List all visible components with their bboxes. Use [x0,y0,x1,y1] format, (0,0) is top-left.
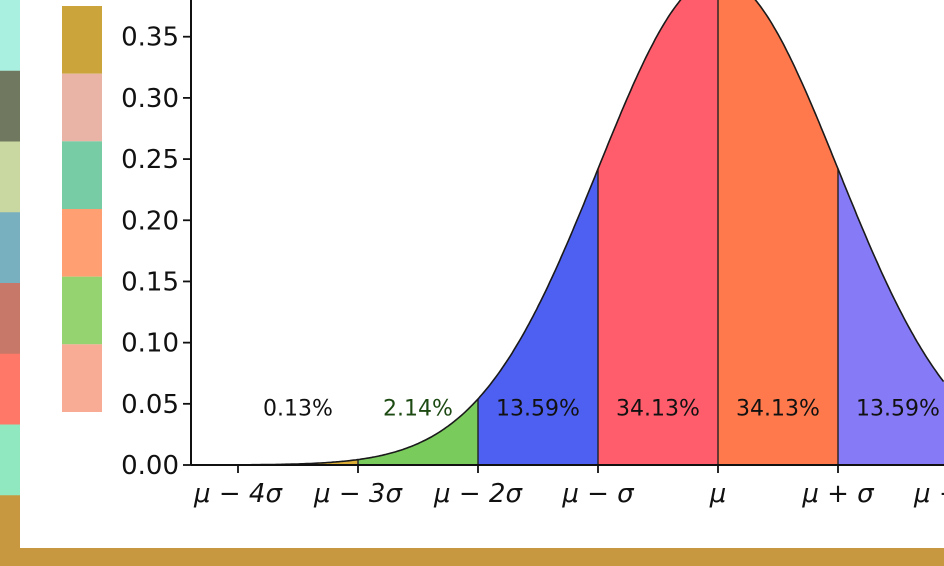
y-tick-label: 0.20 [121,206,179,236]
y-tick-label: 0.10 [121,329,179,359]
x-tick-label: μ − 3σ [313,479,403,509]
density-line [191,0,944,465]
area-region [238,459,358,465]
y-tick-label: 0.05 [121,390,179,420]
percentage-label: 34.13% [616,396,700,421]
axes [190,0,944,466]
area-region [598,0,718,465]
y-tick-label: 0.25 [121,145,179,175]
y-axis-ticks: 0.00 0.05 0.10 0.15 0.20 0.25 0.30 0.35 [121,23,191,481]
y-tick-label: 0.35 [121,23,179,53]
percentage-label: 2.14% [383,396,453,421]
x-tick-label: μ − 2σ [433,479,523,509]
x-tick-label: μ − σ [561,479,635,509]
x-tick-label: μ + σ [801,479,875,509]
y-tick-label: 0.15 [121,267,179,297]
x-tick-label: μ + 2σ [913,479,944,509]
legend-swatch [62,344,102,412]
percentage-label: 34.13% [736,396,820,421]
area-region [838,168,944,465]
density-curve [191,0,944,465]
area-region [718,0,838,465]
y-tick-label: 0.30 [121,84,179,114]
x-tick-label: μ − 4σ [193,479,283,509]
legend-swatch [62,73,102,142]
legend-swatch [62,141,102,209]
x-axis-ticks: μ − 4σ μ − 3σ μ − 2σ μ − σ μ μ + σ μ + 2σ [193,465,944,509]
legend-swatch [62,209,102,277]
legend-swatch [62,276,102,345]
percentage-label: 13.59% [496,396,580,421]
y-tick-label: 0.00 [121,451,179,481]
percentage-label: 0.13% [263,396,333,421]
legend-swatches [62,6,102,412]
percentage-labels: 0.13% 2.14% 13.59% 34.13% 34.13% 13.59% [263,396,940,421]
percentage-label: 13.59% [856,396,940,421]
area-regions [237,0,944,465]
x-tick-label: μ [709,479,727,509]
legend-swatch [62,6,102,74]
area-region [358,398,478,465]
